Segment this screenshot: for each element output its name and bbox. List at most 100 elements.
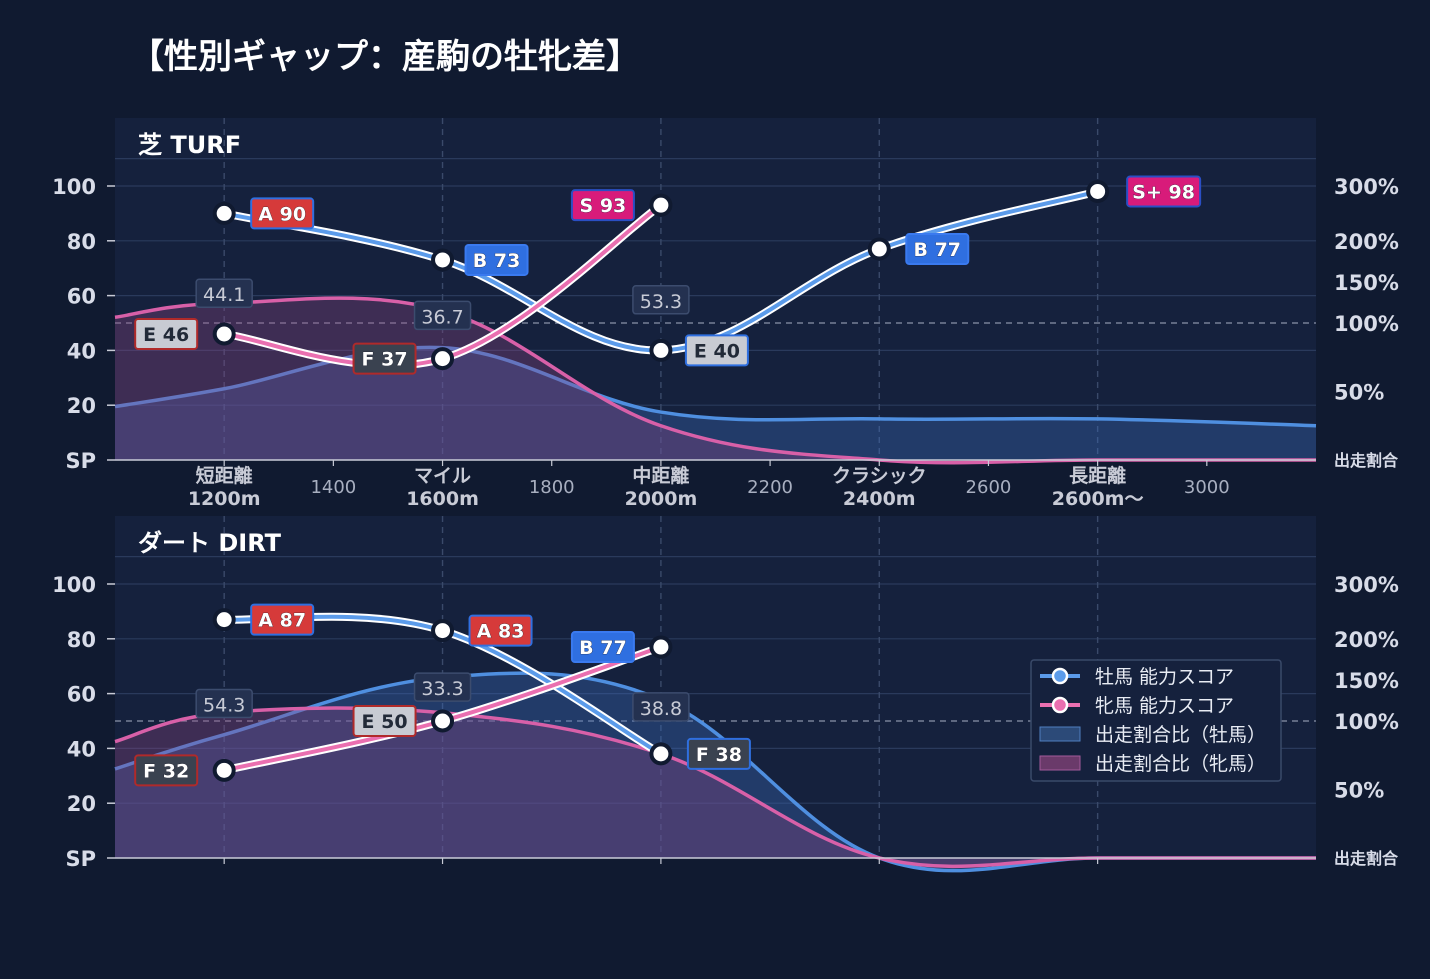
grade-badge [352,705,417,737]
female-score-point [649,635,673,659]
x-tick-label: マイル [414,465,471,487]
male-ratio-area [115,347,1316,460]
grade-badge-label: A 87 [258,610,306,632]
panel-title: 芝 TURF [138,131,241,159]
x-tick-label: 中距離 [632,464,689,487]
female-score-point [649,193,673,217]
panel-title: ダート DIRT [138,529,282,557]
grade-badge [134,317,199,350]
y-tick-label: 100 [52,573,96,597]
y-tick-label: 40 [67,737,96,761]
y2-tick-label: 200% [1334,628,1399,652]
male-score-point [867,237,891,261]
grade-badge-label: B 77 [913,239,961,261]
y-tick-label: 60 [67,683,96,707]
x-tick-label: 2000m [625,488,698,510]
ratio-value-label: 33.3 [421,678,463,700]
grade-badge-label: E 46 [143,324,189,346]
grade-badge-label: F 32 [143,760,189,782]
legend-swatch [1039,726,1081,742]
grade-badge [684,334,749,367]
male-ratio-line [114,345,1317,428]
y2-tick-label: 300% [1334,573,1399,597]
legend-marker [1051,696,1069,714]
male-score-point [1086,179,1110,203]
grade-badge-label: B 73 [473,250,521,272]
ratio-value-label: 38.8 [640,698,682,720]
y-tick-label: 20 [67,394,96,418]
y-tick-label: 80 [67,628,96,652]
y-tick-label: 40 [67,339,96,363]
x-tick-label: クラシック [832,465,927,487]
male-score-point [649,338,673,362]
male-score-point [431,248,455,272]
x-tick-label: 1400 [310,477,356,498]
x-tick-label: 長距離 [1069,464,1126,487]
grade-badge-label: E 40 [694,340,740,362]
y-tick-label: SP [65,449,96,473]
grade-badge-label: A 83 [477,621,525,643]
grade-badge-label: F 37 [362,349,408,371]
grade-badge-label: B 77 [579,637,627,659]
x-tick-label: 1200m [188,488,261,510]
legend-label: 出走割合比（牡馬） [1095,724,1266,746]
ratio-value-label: 54.3 [203,695,245,717]
ratio-value-box [195,688,253,719]
grade-badge [570,631,635,664]
grade-badge [352,342,417,375]
female-ratio-area [115,708,1316,867]
female-score-point [212,758,236,782]
ratio-value-label: 36.7 [421,306,463,328]
legend-label: 牡馬 能力スコア [1095,666,1234,688]
y2-tick-label: 200% [1334,230,1399,254]
legend-marker [1051,667,1069,685]
grade-badge-label: S 93 [580,195,627,217]
ratio-value-box [195,278,253,308]
grade-badge [250,603,315,636]
female-score-point [431,347,455,371]
y2-tick-label: 50% [1334,779,1384,803]
male-score-point [212,608,236,632]
y2-tick-label: 50% [1334,381,1384,405]
grade-badge-label: F 38 [696,744,742,766]
x-tick-label: 2600m〜 [1052,488,1144,510]
x-tick-label: 2200 [747,477,793,498]
x-tick-label: 2600 [966,477,1012,498]
y-tick-label: 60 [67,285,96,309]
legend-box [1030,659,1282,782]
female-score-point [212,322,236,346]
male-score-point [212,201,236,225]
grade-badge [134,754,199,787]
grade-badge [905,233,970,266]
ratio-value-label: 44.1 [203,284,245,306]
grade-badge [570,189,635,222]
legend-swatch [1039,755,1081,771]
y2-tick-label: 150% [1334,271,1399,295]
grade-badge [1126,175,1202,208]
grade-badge [250,197,315,230]
ratio-value-box [632,285,690,315]
y2-tick-label: 150% [1334,669,1399,693]
y-tick-label: 20 [67,792,96,816]
male-score-point [649,742,673,766]
x-tick-label: 1600m [406,488,479,510]
grade-badge [464,243,529,276]
y2-axis-label: 出走割合 [1334,451,1399,470]
grade-badge [468,614,533,647]
y2-tick-label: 100% [1334,312,1399,336]
ratio-value-box [413,672,472,702]
female-score-point [431,709,455,733]
page-title: 【性別ギャップ：産駒の牡牝差】 [130,37,640,77]
x-tick-label: 2400m [843,488,916,510]
y-tick-label: SP [65,847,96,871]
y2-tick-label: 300% [1334,175,1399,199]
legend-label: 牝馬 能力スコア [1095,695,1234,717]
grade-badge-label: S+ 98 [1132,181,1195,203]
x-tick-label: 短距離 [196,464,253,487]
female-ratio-area [115,298,1316,463]
y-tick-label: 100 [52,175,96,199]
ratio-value-box [632,692,690,722]
x-tick-label: 1800 [529,477,575,498]
